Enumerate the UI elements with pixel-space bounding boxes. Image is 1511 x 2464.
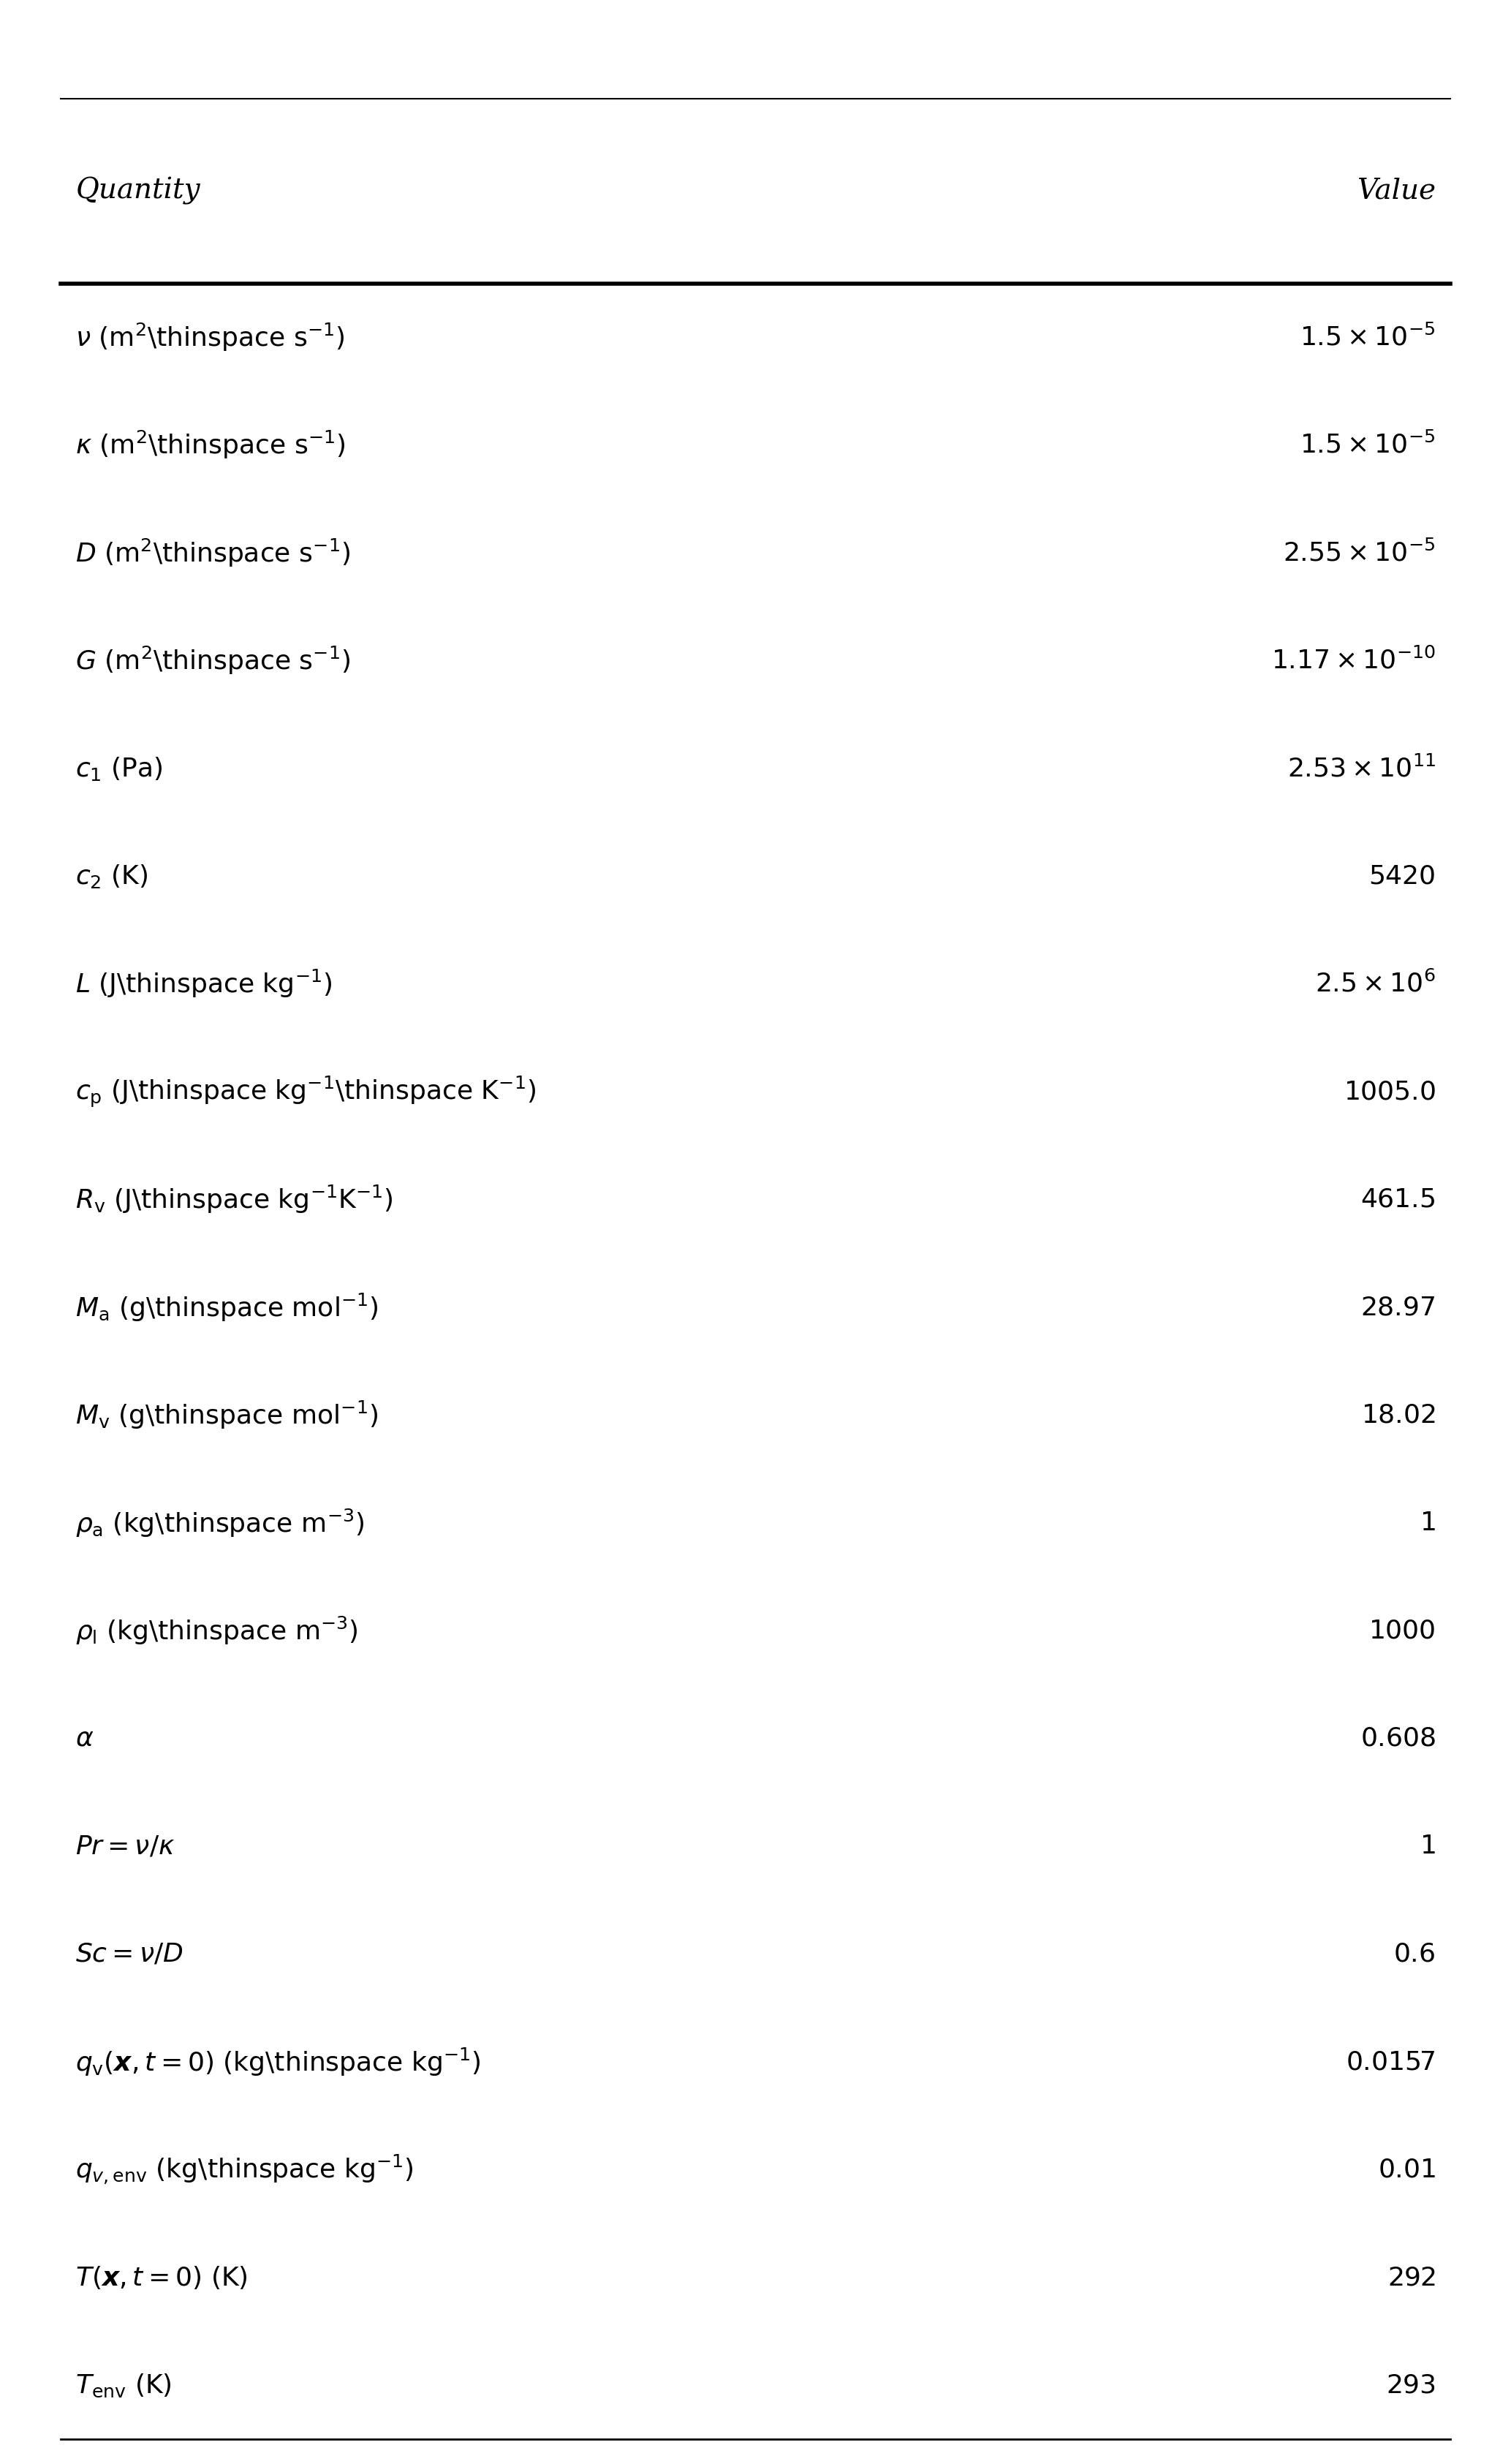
Text: $1000$: $1000$ — [1369, 1619, 1435, 1643]
Text: $Pr = \nu/\kappa$: $Pr = \nu/\kappa$ — [76, 1833, 175, 1858]
Text: $28.97$: $28.97$ — [1361, 1296, 1435, 1321]
Text: $G$ (m$^2$\thinspace s$^{-1}$): $G$ (m$^2$\thinspace s$^{-1}$) — [76, 646, 351, 678]
Text: $T_{\mathrm{env}}$ (K): $T_{\mathrm{env}}$ (K) — [76, 2373, 172, 2400]
Text: $q_{v,\mathrm{env}}$ (kg\thinspace kg$^{-1}$): $q_{v,\mathrm{env}}$ (kg\thinspace kg$^{… — [76, 2154, 414, 2186]
Text: $0.0157$: $0.0157$ — [1346, 2050, 1435, 2075]
Text: $Sc = \nu/D$: $Sc = \nu/D$ — [76, 1942, 183, 1966]
Text: Quantity: Quantity — [76, 177, 201, 205]
Text: $\kappa$ (m$^2$\thinspace s$^{-1}$): $\kappa$ (m$^2$\thinspace s$^{-1}$) — [76, 429, 346, 461]
Text: $18.02$: $18.02$ — [1361, 1402, 1435, 1427]
Text: $M_{\mathrm{v}}$ (g\thinspace mol$^{-1}$): $M_{\mathrm{v}}$ (g\thinspace mol$^{-1}$… — [76, 1400, 378, 1432]
Text: $0.608$: $0.608$ — [1360, 1727, 1435, 1752]
Text: $L$ (J\thinspace kg$^{-1}$): $L$ (J\thinspace kg$^{-1}$) — [76, 968, 332, 1000]
Text: $\nu$ (m$^2$\thinspace s$^{-1}$): $\nu$ (m$^2$\thinspace s$^{-1}$) — [76, 320, 345, 352]
Text: $293$: $293$ — [1386, 2373, 1435, 2397]
Text: $D$ (m$^2$\thinspace s$^{-1}$): $D$ (m$^2$\thinspace s$^{-1}$) — [76, 537, 351, 569]
Text: $\alpha$: $\alpha$ — [76, 1727, 94, 1752]
Text: $\rho_{\mathrm{a}}$ (kg\thinspace m$^{-3}$): $\rho_{\mathrm{a}}$ (kg\thinspace m$^{-3… — [76, 1508, 364, 1540]
Text: $q_{\mathrm{v}}(\boldsymbol{x}, t = 0)$ (kg\thinspace kg$^{-1}$): $q_{\mathrm{v}}(\boldsymbol{x}, t = 0)$ … — [76, 2045, 480, 2077]
Text: $c_2$ (K): $c_2$ (K) — [76, 862, 148, 890]
Text: $1005.0$: $1005.0$ — [1343, 1079, 1435, 1104]
Text: $1.17 \times 10^{-10}$: $1.17 \times 10^{-10}$ — [1271, 648, 1435, 673]
Text: $2.53 \times 10^{11}$: $2.53 \times 10^{11}$ — [1287, 756, 1435, 781]
Text: $1$: $1$ — [1420, 1510, 1435, 1535]
Text: $5420$: $5420$ — [1369, 865, 1435, 890]
Text: $2.5 \times 10^{6}$: $2.5 \times 10^{6}$ — [1315, 971, 1435, 998]
Text: $1.5 \times 10^{-5}$: $1.5 \times 10^{-5}$ — [1299, 431, 1435, 458]
Text: $1.5 \times 10^{-5}$: $1.5 \times 10^{-5}$ — [1299, 325, 1435, 350]
Text: $2.55 \times 10^{-5}$: $2.55 \times 10^{-5}$ — [1283, 540, 1435, 567]
Text: Value: Value — [1357, 177, 1435, 205]
Text: $T(\boldsymbol{x}, t = 0)$ (K): $T(\boldsymbol{x}, t = 0)$ (K) — [76, 2264, 248, 2292]
Text: $c_1$ (Pa): $c_1$ (Pa) — [76, 754, 163, 781]
Text: $c_{\mathrm{p}}$ (J\thinspace kg$^{-1}$\thinspace K$^{-1}$): $c_{\mathrm{p}}$ (J\thinspace kg$^{-1}$\… — [76, 1074, 536, 1109]
Text: $0.01$: $0.01$ — [1378, 2158, 1435, 2183]
Text: $1$: $1$ — [1420, 1833, 1435, 1858]
Text: $461.5$: $461.5$ — [1361, 1188, 1435, 1212]
Text: $0.6$: $0.6$ — [1393, 1942, 1435, 1966]
Text: $M_{\mathrm{a}}$ (g\thinspace mol$^{-1}$): $M_{\mathrm{a}}$ (g\thinspace mol$^{-1}$… — [76, 1291, 379, 1323]
Text: $292$: $292$ — [1387, 2264, 1435, 2289]
Text: $R_{\mathrm{v}}$ (J\thinspace kg$^{-1}$K$^{-1}$): $R_{\mathrm{v}}$ (J\thinspace kg$^{-1}$K… — [76, 1183, 393, 1215]
Text: $\rho_{\mathrm{l}}$ (kg\thinspace m$^{-3}$): $\rho_{\mathrm{l}}$ (kg\thinspace m$^{-3… — [76, 1614, 358, 1646]
